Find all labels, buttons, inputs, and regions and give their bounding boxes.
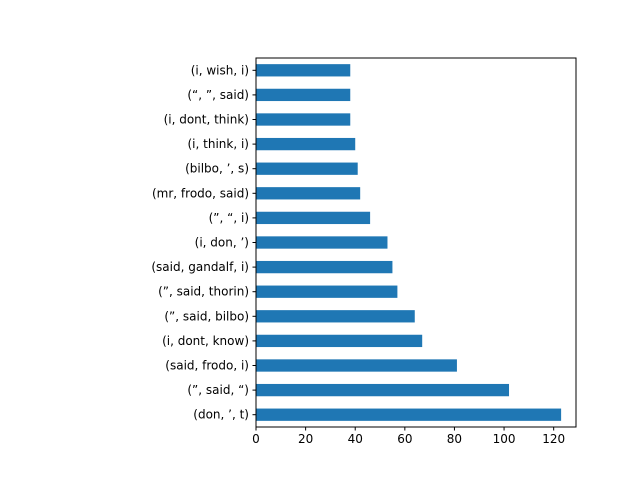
bar (256, 408, 562, 421)
bar (256, 285, 398, 298)
x-tick-label: 100 (493, 432, 516, 446)
y-tick-label: (“, ”, said) (187, 88, 249, 102)
bar (256, 64, 351, 77)
bar (256, 334, 423, 348)
y-tick-label: (i, dont, think) (164, 113, 249, 127)
y-tick-label: (said, frodo, i) (165, 359, 249, 373)
x-tick-label: 40 (348, 432, 363, 446)
x-tick-label: 80 (447, 432, 462, 446)
y-tick-label: (bilbo, ’, s) (185, 162, 249, 176)
bar (256, 162, 358, 175)
y-axis-ticks: (don, ’, t) (”, said, “) (said, frodo, i) (… (151, 63, 256, 422)
y-tick-label: (”, said, “) (187, 383, 249, 397)
y-tick-label: (i, don, ’) (195, 236, 249, 250)
y-tick-label: (i, think, i) (188, 137, 250, 151)
x-axis-ticks: 0 20 40 60 80 100 120 (252, 427, 565, 446)
y-tick-label: (”, said, bilbo) (164, 309, 249, 323)
plot-frame (255, 57, 577, 428)
bar (256, 88, 351, 102)
bar (256, 187, 361, 200)
bar (256, 260, 393, 274)
x-tick-label: 60 (397, 432, 412, 446)
x-tick-label: 120 (542, 432, 565, 446)
y-tick-label: (mr, frodo, said) (152, 186, 249, 200)
bars-group (256, 64, 562, 421)
bar (256, 137, 356, 151)
y-tick-label: (said, gandalf, i) (151, 260, 249, 274)
bar (256, 310, 415, 323)
bar (256, 383, 510, 397)
x-tick-label: 0 (252, 432, 260, 446)
y-tick-label: (”, “, i) (209, 211, 249, 225)
y-tick-label: (”, said, thorin) (158, 285, 249, 299)
y-tick-label: (i, dont, know) (162, 334, 249, 348)
y-tick-label: (don, ’, t) (193, 408, 249, 422)
bar (256, 236, 388, 249)
bar (256, 211, 371, 225)
bar (256, 359, 457, 372)
y-tick-label: (i, wish, i) (191, 63, 249, 77)
x-tick-label: 20 (298, 432, 313, 446)
bar (256, 113, 351, 126)
